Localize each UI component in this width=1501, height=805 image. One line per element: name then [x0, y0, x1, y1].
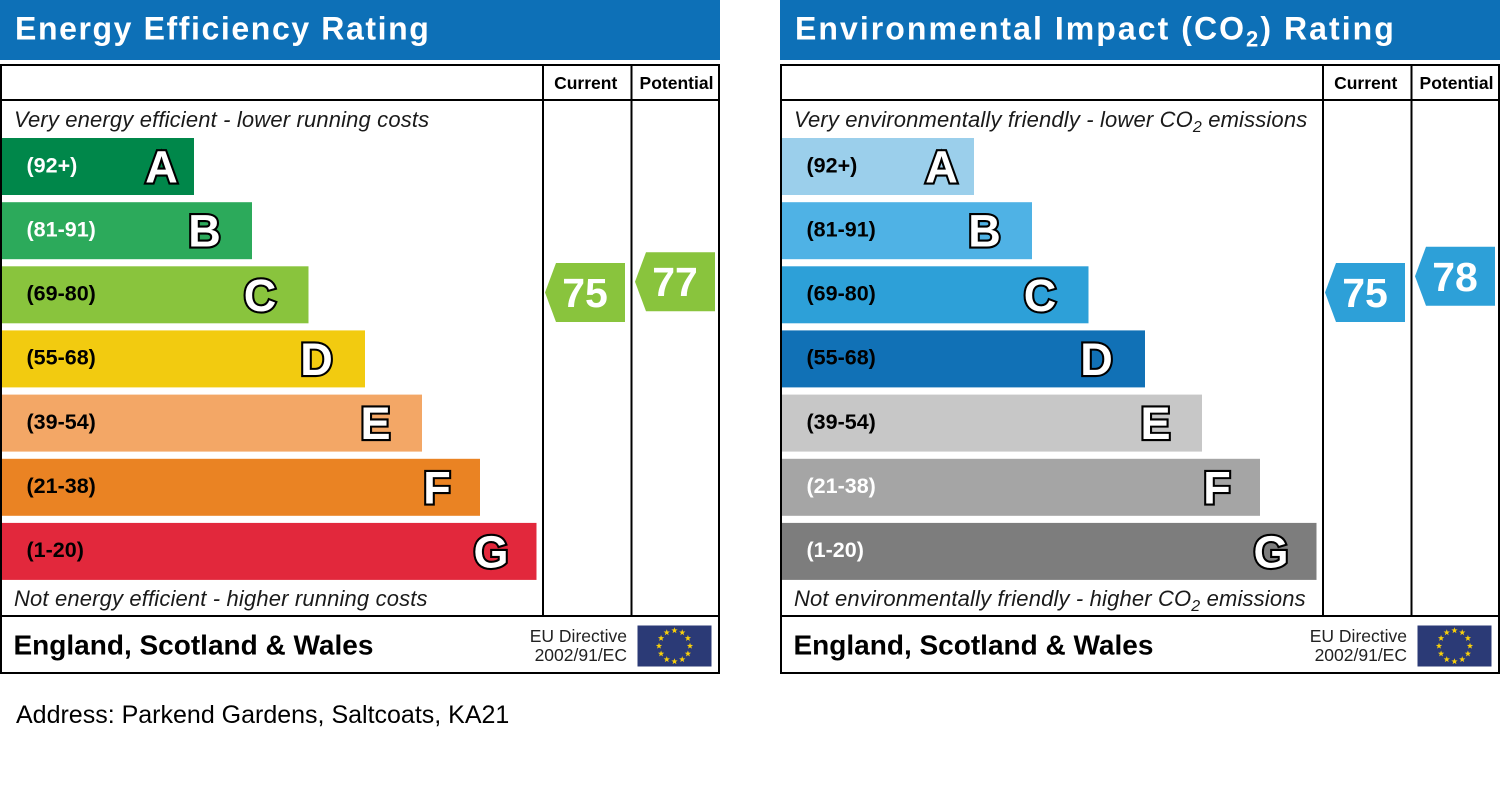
svg-text:(81-91): (81-91) [27, 218, 96, 242]
svg-text:Not energy efficient - higher: Not energy efficient - higher running co… [14, 586, 428, 611]
svg-text:B: B [188, 206, 221, 257]
svg-text:(39-54): (39-54) [807, 410, 876, 434]
svg-text:78: 78 [1432, 254, 1478, 300]
svg-text:(69-80): (69-80) [27, 282, 96, 306]
svg-text:(69-80): (69-80) [807, 282, 876, 306]
svg-text:B: B [968, 206, 1001, 257]
svg-text:(55-68): (55-68) [27, 346, 96, 370]
svg-text:Current: Current [1334, 73, 1397, 93]
svg-text:D: D [300, 334, 333, 385]
svg-text:Potential: Potential [1420, 73, 1494, 93]
svg-text:2002/91/EC: 2002/91/EC [535, 645, 627, 665]
svg-text:2002/91/EC: 2002/91/EC [1315, 645, 1407, 665]
svg-text:G: G [473, 526, 508, 577]
svg-text:EU Directive: EU Directive [1310, 626, 1407, 646]
svg-text:Potential: Potential [640, 73, 714, 93]
svg-text:(39-54): (39-54) [27, 410, 96, 434]
svg-text:A: A [145, 142, 178, 193]
svg-text:Energy Efficiency Rating: Energy Efficiency Rating [15, 11, 430, 47]
svg-text:A: A [925, 142, 958, 193]
svg-text:Very environmentally friendly: Very environmentally friendly - lower CO… [794, 107, 1307, 136]
svg-text:(21-38): (21-38) [27, 474, 96, 498]
svg-text:75: 75 [562, 270, 608, 316]
svg-text:E: E [1140, 398, 1170, 449]
svg-text:G: G [1253, 526, 1288, 577]
svg-text:75: 75 [1342, 270, 1388, 316]
svg-text:(81-91): (81-91) [807, 218, 876, 242]
svg-text:E: E [360, 398, 390, 449]
svg-text:Current: Current [554, 73, 617, 93]
svg-text:(92+): (92+) [807, 153, 858, 177]
svg-text:EU Directive: EU Directive [530, 626, 627, 646]
svg-text:Very energy efficient - lower: Very energy efficient - lower running co… [14, 107, 429, 132]
svg-text:F: F [423, 462, 451, 513]
svg-text:77: 77 [652, 259, 698, 305]
svg-text:England, Scotland & Wales: England, Scotland & Wales [14, 630, 374, 661]
svg-text:(1-20): (1-20) [27, 538, 84, 562]
svg-text:(92+): (92+) [27, 153, 78, 177]
svg-text:C: C [1024, 270, 1057, 321]
svg-text:D: D [1080, 334, 1113, 385]
svg-text:Environmental Impact (CO2) Rat: Environmental Impact (CO2) Rating [795, 11, 1396, 52]
svg-text:F: F [1203, 462, 1231, 513]
svg-text:Not environmentally friendly -: Not environmentally friendly - higher CO… [794, 586, 1306, 615]
svg-text:(21-38): (21-38) [807, 474, 876, 498]
svg-text:(1-20): (1-20) [807, 538, 864, 562]
svg-text:C: C [244, 270, 277, 321]
svg-text:(55-68): (55-68) [807, 346, 876, 370]
svg-text:England, Scotland & Wales: England, Scotland & Wales [794, 630, 1154, 661]
